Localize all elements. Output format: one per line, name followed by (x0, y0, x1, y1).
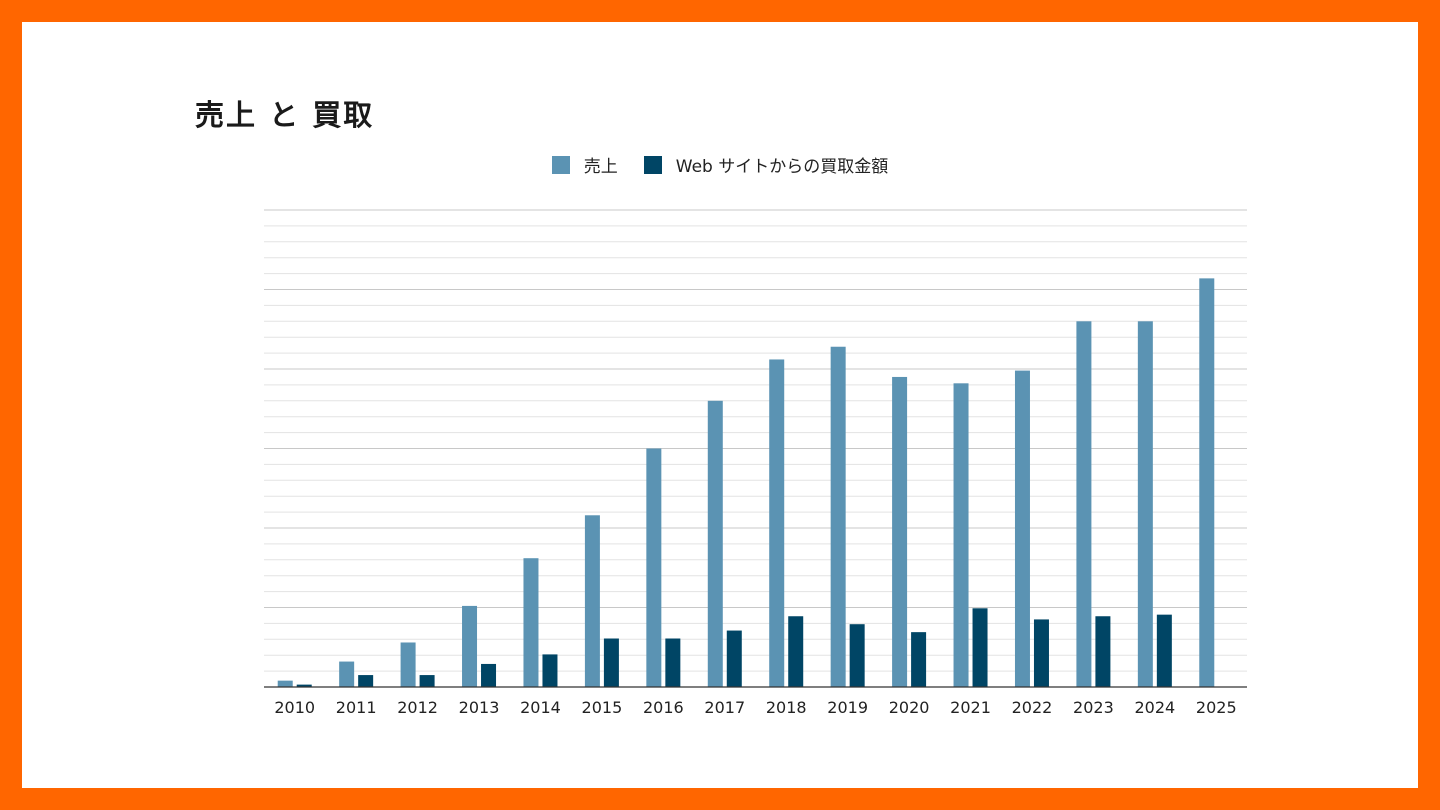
bar-web-purchase-2010 (296, 684, 312, 687)
legend-item-web-purchase: Web サイトからの買取金額 (643, 152, 889, 177)
x-tick-label: 2012 (397, 698, 438, 717)
bar-web-purchase-2012 (419, 675, 435, 687)
x-tick-label: 2021 (950, 698, 991, 717)
bar-sales-2011 (339, 661, 355, 687)
legend-item-sales: 売上 (551, 152, 618, 177)
bar-sales-2012 (400, 642, 416, 687)
bar-sales-2013 (462, 605, 478, 687)
x-tick-label: 2024 (1134, 698, 1175, 717)
bar-sales-2020 (892, 376, 908, 687)
x-tick-label: 2023 (1073, 698, 1114, 717)
bar-sales-2010 (277, 680, 293, 687)
legend-label-sales: 売上 (583, 157, 618, 177)
x-tick-label: 2014 (520, 698, 561, 717)
bar-sales-2015 (584, 515, 600, 687)
x-tick-label: 2010 (274, 698, 315, 717)
bar-sales-2016 (646, 448, 662, 687)
bar-web-purchase-2015 (603, 638, 619, 687)
bar-web-purchase-2013 (481, 663, 497, 687)
bar-sales-2024 (1137, 321, 1153, 687)
bar-web-purchase-2024 (1156, 614, 1172, 687)
x-tick-label: 2022 (1012, 698, 1053, 717)
bar-sales-2023 (1076, 321, 1092, 687)
bar-web-purchase-2017 (726, 630, 742, 687)
bar-web-purchase-2011 (358, 675, 374, 687)
bar-chart: 2010 2011 2012 2013 2014 2015 2016 2017 2018 2019… (264, 209, 1247, 717)
chart-title: 売上 と 買取 (195, 98, 375, 132)
x-tick-label: 2017 (704, 698, 745, 717)
slide: 売上 と 買取 売上 Web サイトからの買取金額 2010 2011 2012 20… (22, 22, 1418, 788)
bar-web-purchase-2019 (849, 624, 865, 687)
bar-web-purchase-2020 (911, 632, 927, 687)
legend: 売上 Web サイトからの買取金額 (22, 152, 1418, 177)
bar-sales-2014 (523, 558, 539, 687)
x-tick-label: 2011 (336, 698, 377, 717)
bar-web-purchase-2016 (665, 638, 681, 687)
x-tick-label: 2019 (827, 698, 868, 717)
bar-sales-2017 (707, 400, 723, 687)
x-tick-label: 2015 (582, 698, 623, 717)
bar-sales-2022 (1014, 370, 1030, 687)
x-tick-label: 2013 (459, 698, 500, 717)
x-tick-label: 2025 (1196, 698, 1237, 717)
bar-web-purchase-2021 (972, 608, 988, 687)
legend-swatch-sales (551, 155, 570, 174)
legend-swatch-web-purchase (643, 155, 662, 174)
x-tick-label: 2020 (889, 698, 930, 717)
bar-web-purchase-2023 (1095, 616, 1111, 687)
x-tick-label: 2018 (766, 698, 807, 717)
legend-label-web-purchase: Web サイトからの買取金額 (675, 157, 889, 177)
bar-web-purchase-2014 (542, 654, 558, 687)
bar-sales-2018 (769, 359, 785, 687)
bar-web-purchase-2018 (788, 616, 804, 687)
bar-web-purchase-2022 (1033, 619, 1049, 687)
bar-sales-2019 (830, 346, 846, 687)
bar-sales-2025 (1199, 278, 1215, 687)
x-tick-label: 2016 (643, 698, 684, 717)
bar-sales-2021 (953, 383, 969, 687)
